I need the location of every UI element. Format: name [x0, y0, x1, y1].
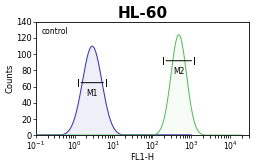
- Y-axis label: Counts: Counts: [6, 64, 14, 93]
- Text: M2: M2: [172, 67, 184, 76]
- Title: HL-60: HL-60: [117, 6, 167, 20]
- X-axis label: FL1-H: FL1-H: [130, 153, 154, 162]
- Text: control: control: [41, 27, 68, 36]
- Text: M1: M1: [86, 89, 98, 98]
